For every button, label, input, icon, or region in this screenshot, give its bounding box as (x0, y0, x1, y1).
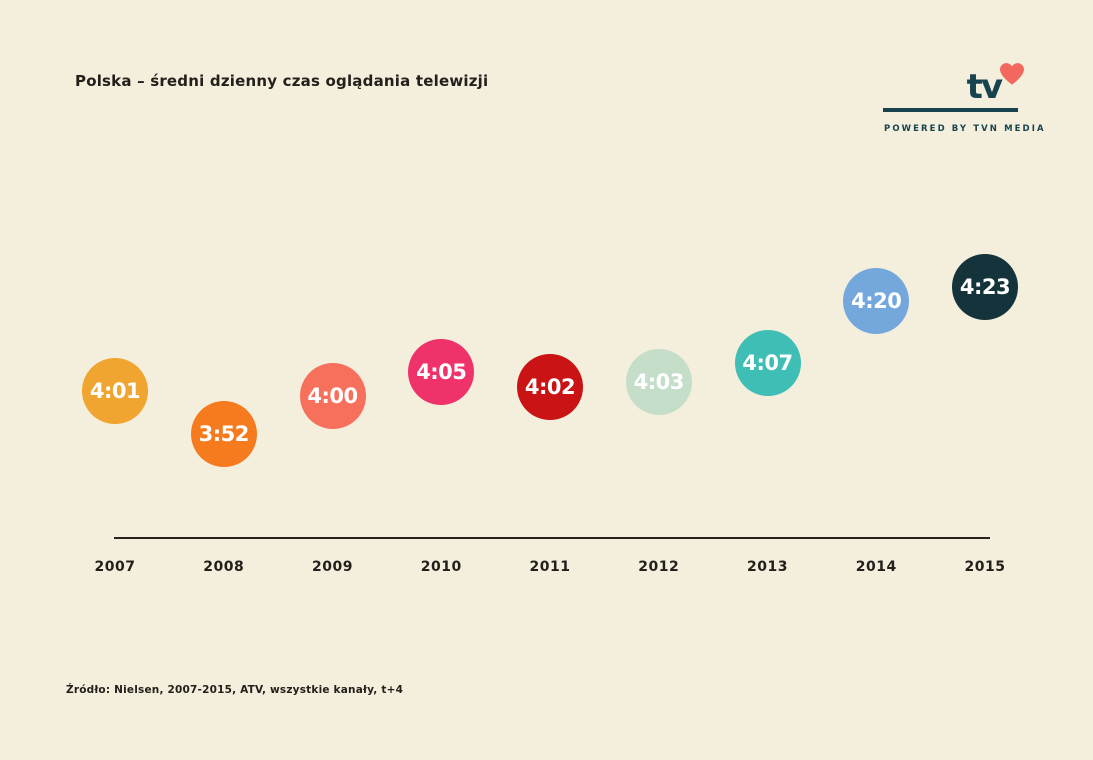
data-point-2014: 4:20 (843, 268, 910, 335)
data-point-2011: 4:02 (517, 353, 583, 420)
x-tick-2013: 2013 (747, 559, 788, 575)
tvn-media-logo: tv POWERED BY TVN MEDIA (883, 63, 1044, 139)
x-tick-2012: 2012 (638, 559, 680, 575)
x-tick-2007: 2007 (94, 559, 136, 575)
x-tick-2010: 2010 (420, 559, 462, 575)
data-point-2007: 4:01 (82, 358, 148, 425)
x-tick-2015: 2015 (964, 559, 1006, 575)
x-tick-2009: 2009 (312, 559, 353, 575)
x-tick-2014: 2014 (855, 559, 897, 575)
logo-divider (883, 108, 1018, 112)
data-point-2008: 3:52 (190, 401, 257, 467)
tv-logo-text: tv (966, 67, 1003, 107)
logo-tagline: POWERED BY TVN MEDIA (884, 124, 1046, 134)
data-point-2015: 4:23 (952, 254, 1018, 321)
data-point-2009: 4:00 (299, 363, 366, 430)
source-note: Źródło: Nielsen, 2007-2015, ATV, wszystk… (66, 684, 404, 696)
data-point-2012: 4:03 (625, 348, 692, 415)
heart-icon (1000, 63, 1024, 85)
data-point-2013: 4:07 (734, 329, 801, 396)
x-tick-2011: 2011 (529, 559, 571, 575)
x-axis-line (114, 537, 990, 539)
x-tick-2008: 2008 (203, 559, 245, 575)
page-title: Polska – średni dzienny czas oglądania t… (75, 72, 489, 90)
data-point-2010: 4:05 (408, 339, 475, 406)
